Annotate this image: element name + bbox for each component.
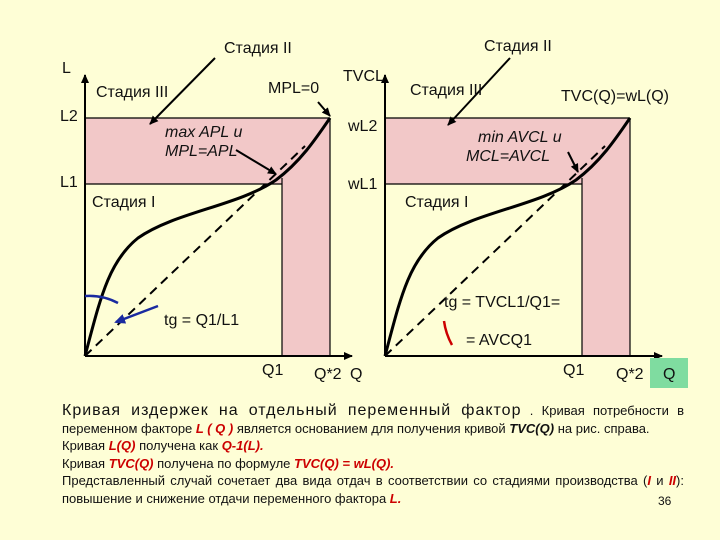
caption-p1-d: TVC(Q) (509, 420, 555, 436)
page-number: 36 (658, 494, 672, 508)
left-mpl-zero-label: MPL=0 (268, 80, 320, 97)
left-stage2-label: Стадия II (224, 40, 292, 57)
right-angle-arc (442, 320, 454, 346)
right-tg-line1: tg = TVCL1/Q1= (444, 294, 561, 311)
caption-p4-a: Представленный случай сочетает два вида … (62, 473, 648, 488)
right-stage3-label: Стадия III (410, 82, 483, 99)
left-lq-curve (83, 117, 332, 357)
right-q2star-label: Q*2 (616, 366, 644, 383)
right-shade-vertical (582, 184, 630, 356)
caption-p2-c: получена как (139, 438, 219, 453)
caption-p2-a: Кривая (62, 438, 106, 453)
right-minavc-arrow (567, 151, 579, 173)
left-mpl0-arrow (317, 101, 331, 117)
left-axis-y-label: L (62, 60, 71, 77)
right-axis-y-label: TVCL (343, 68, 384, 85)
left-l2-label: L2 (60, 108, 78, 125)
caption-p3-c: получена по формуле (157, 455, 291, 471)
caption-p1-a: . Кривая потребности в переменном фактор… (62, 403, 684, 436)
left-graph (81, 57, 353, 360)
left-l1-label: L1 (60, 174, 78, 191)
left-tg-arrow (114, 304, 159, 324)
caption-p1-c: является основанием для получения кривой (236, 420, 506, 436)
left-maxap-arrow (235, 149, 277, 175)
right-tvc-formula: TVC(Q)=wL(Q) (561, 88, 669, 105)
caption-p2-b: L(Q) (108, 438, 136, 453)
caption-p4-c: и (656, 473, 664, 488)
left-tg-label: tg = Q1/L1 (164, 312, 240, 329)
left-shade-horizontal (85, 118, 330, 184)
left-q1-label: Q1 (262, 362, 284, 379)
left-max-ap-line2: MPL=APL (165, 143, 238, 160)
right-q-label: Q (663, 366, 676, 383)
right-wl1-label: wL1 (348, 176, 378, 193)
left-max-ap-line1: max APL и (165, 124, 243, 141)
right-stage2-label: Стадия II (484, 38, 552, 55)
right-shade-horizontal (385, 118, 630, 184)
left-q2star-label: Q*2 (314, 366, 342, 383)
caption-heading: Кривая издержек на отдельный переменный … (62, 402, 522, 419)
right-wl2-label: wL2 (348, 118, 378, 135)
caption-p3-d: TVC(Q) = wL(Q). (294, 455, 395, 471)
caption-p4-f: L. (389, 490, 402, 506)
left-q-label: Q (350, 366, 363, 383)
caption-p4-b: I (647, 473, 651, 488)
caption-p3-a: Кривая (62, 455, 106, 471)
left-stage1-label: Стадия I (92, 194, 156, 211)
caption-text: Кривая издержек на отдельный переменный … (62, 402, 684, 507)
left-stage3-label: Стадия III (96, 84, 169, 101)
right-graph (381, 57, 663, 360)
right-min-avc-line1: min AVCL и (478, 129, 562, 146)
caption-p2-d: Q-1(L). (221, 438, 264, 453)
left-angle-arc (84, 294, 119, 305)
right-tvc-curve (383, 117, 632, 357)
caption-p4-d: II (668, 473, 677, 488)
caption-p3-b: TVC(Q) (108, 455, 154, 471)
right-ray (384, 145, 606, 357)
left-stage2-arrow (149, 57, 216, 125)
left-shade-vertical (282, 184, 330, 356)
q-highlight-box (650, 358, 688, 388)
right-min-avc-line2: MCL=AVCL (466, 148, 551, 165)
caption-p4-e: ): повышение и снижение отдачи переменно… (62, 473, 684, 506)
right-q1-label: Q1 (563, 362, 585, 379)
right-tg-line2: = AVCQ1 (466, 332, 532, 349)
right-stage2-arrow (447, 57, 511, 126)
caption-p1-b: L ( Q ) (195, 420, 234, 436)
right-stage1-label: Стадия I (405, 194, 469, 211)
caption-p1-e: на рис. справа. (557, 420, 650, 436)
